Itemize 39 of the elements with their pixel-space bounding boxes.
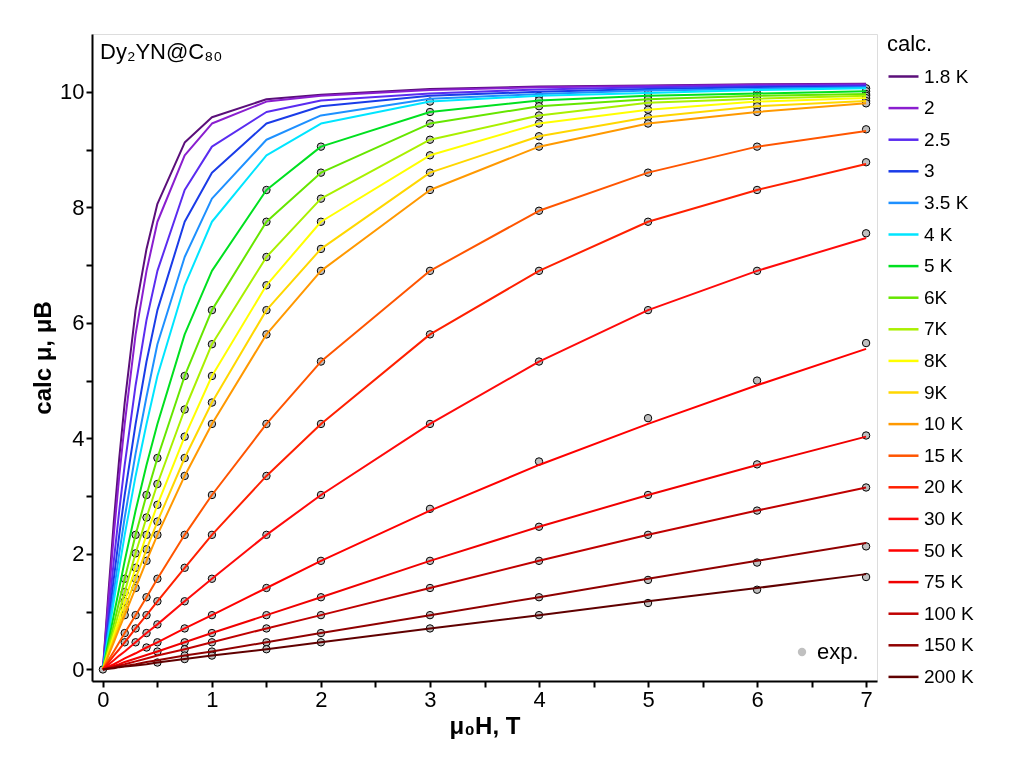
legend-label: 1.8 K (924, 65, 969, 87)
x-tick-label: 5 (642, 686, 655, 712)
y-tick-label: 6 (72, 310, 85, 336)
legend-label: exp. (817, 639, 859, 664)
y-tick-label: 8 (72, 194, 85, 220)
y-tick-label: 4 (72, 425, 85, 451)
legend-label: 9K (924, 381, 948, 403)
x-tick-label: 2 (315, 686, 328, 712)
x-tick-label: 7 (860, 686, 873, 712)
legend-label: 3 (924, 160, 935, 182)
legend-label: 75 K (924, 571, 964, 593)
x-axis-title: μ₀H, T (449, 711, 521, 739)
legend-label: 6K (924, 286, 948, 308)
legend-label: 15 K (924, 444, 964, 466)
legend-label: 200 K (924, 665, 974, 687)
legend-label: 2 (924, 97, 935, 119)
y-tick-label: 10 (60, 79, 85, 105)
legend-label: 2.5 (924, 128, 951, 150)
y-tick-label: 0 (72, 656, 85, 682)
legend-label: 3.5 K (924, 191, 969, 213)
annotation: Dy₂YN@C₈₀ (100, 39, 223, 64)
legend-label: 7K (924, 318, 948, 340)
legend-label: 20 K (924, 476, 964, 498)
legend-title: calc. (887, 31, 933, 56)
legend-label: 8K (924, 349, 948, 371)
y-tick-label: 2 (72, 541, 85, 567)
x-tick-label: 4 (533, 686, 546, 712)
x-tick-label: 3 (424, 686, 437, 712)
legend-label: 5 K (924, 255, 953, 277)
legend-label: 30 K (924, 507, 964, 529)
legend-label: 50 K (924, 539, 964, 561)
x-tick-label: 0 (97, 686, 110, 712)
legend-label: 100 K (924, 602, 974, 624)
legend-label: 10 K (924, 413, 964, 435)
y-axis-title: calc μ, μB (29, 301, 57, 415)
legend-label: 150 K (924, 634, 974, 656)
legend-label: 4 K (924, 223, 953, 245)
x-tick-label: 6 (751, 686, 764, 712)
x-tick-label: 1 (206, 686, 219, 712)
